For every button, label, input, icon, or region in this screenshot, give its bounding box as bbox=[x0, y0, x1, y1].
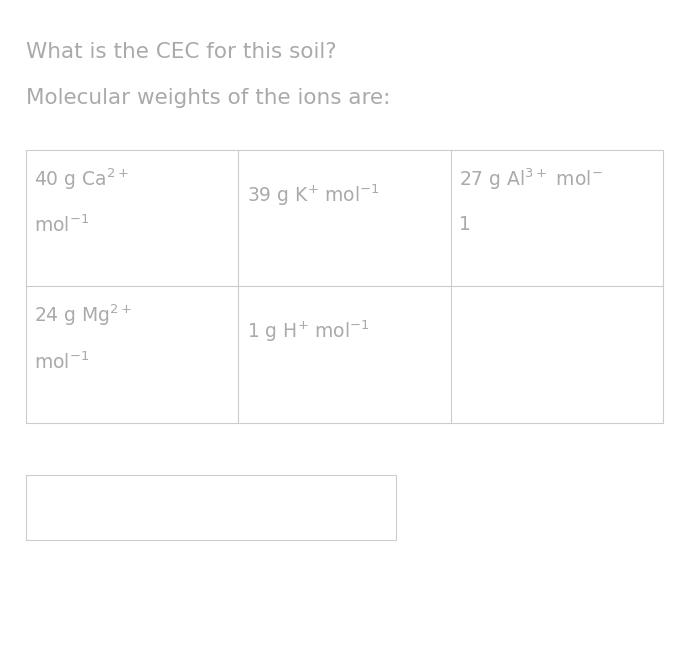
Text: 39 g K$^{+}$ mol$^{-1}$: 39 g K$^{+}$ mol$^{-1}$ bbox=[247, 182, 380, 208]
Text: 1 g H$^{+}$ mol$^{-1}$: 1 g H$^{+}$ mol$^{-1}$ bbox=[247, 319, 369, 344]
Text: Molecular weights of the ions are:: Molecular weights of the ions are: bbox=[26, 88, 391, 108]
Text: 1: 1 bbox=[459, 215, 471, 234]
Text: mol$^{-1}$: mol$^{-1}$ bbox=[34, 352, 90, 373]
Text: 40 g Ca$^{2+}$: 40 g Ca$^{2+}$ bbox=[34, 166, 130, 191]
Bar bbox=[26, 475, 396, 540]
Text: 27 g Al$^{3+}$ mol$^{-}$: 27 g Al$^{3+}$ mol$^{-}$ bbox=[459, 166, 602, 191]
Bar bbox=[26, 150, 663, 423]
Text: What is the CEC for this soil?: What is the CEC for this soil? bbox=[26, 42, 337, 62]
Text: mol$^{-1}$: mol$^{-1}$ bbox=[34, 215, 90, 236]
Text: 24 g Mg$^{2+}$: 24 g Mg$^{2+}$ bbox=[34, 303, 133, 328]
